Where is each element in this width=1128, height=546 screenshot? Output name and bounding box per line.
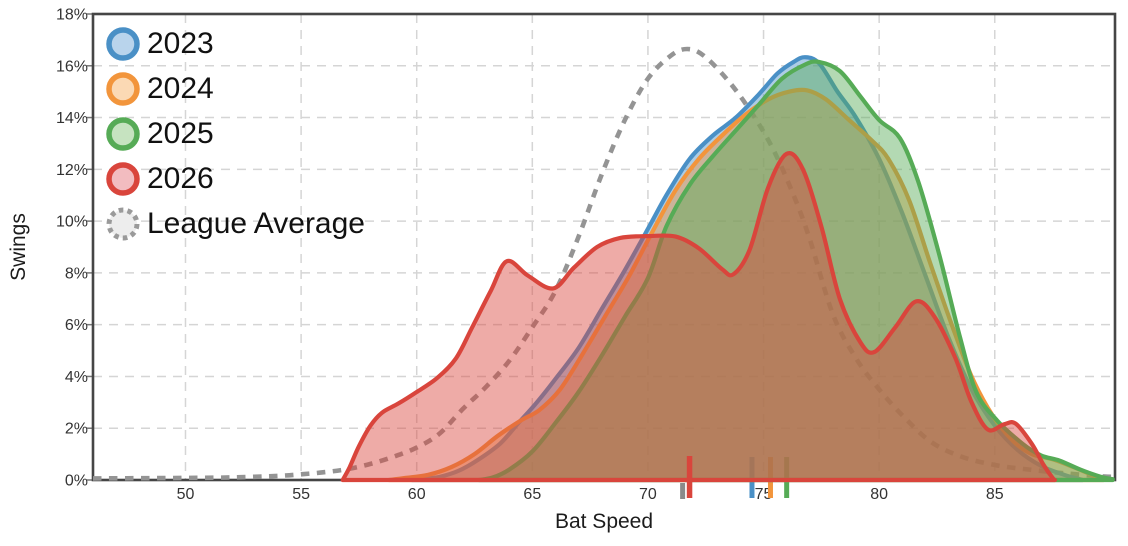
y-tick-label: 14% xyxy=(56,110,88,127)
legend-marker-2026-icon xyxy=(106,161,140,196)
series-2026-area xyxy=(340,151,1057,483)
x-tick-label: 55 xyxy=(292,486,310,503)
y-tick-label: 18% xyxy=(56,7,88,24)
y-tick-label: 2% xyxy=(65,421,88,438)
legend-marker-2024-icon xyxy=(106,71,140,106)
series-2023-area xyxy=(410,55,1085,483)
x-axis-title: Bat Speed xyxy=(555,510,653,533)
legend-item-2024[interactable]: 2024 xyxy=(104,66,365,111)
series-2025-area xyxy=(477,59,1115,483)
legend-label-2025: 2025 xyxy=(147,116,214,150)
x-tick-label: 60 xyxy=(408,486,426,503)
y-tick-label: 10% xyxy=(56,214,88,231)
x-tick-label: 80 xyxy=(870,486,888,503)
x-tick-label: 85 xyxy=(986,486,1004,503)
x-tick-label: 70 xyxy=(639,486,657,503)
legend-marker-2025-icon xyxy=(106,116,140,151)
legend-item-league-average[interactable]: League Average xyxy=(104,201,365,246)
legend-marker-league-average-icon xyxy=(106,207,140,240)
y-tick-label: 0% xyxy=(65,473,88,490)
chart-legend: 2023 2024 2025 2026 League Average xyxy=(104,21,365,246)
legend-item-2025[interactable]: 2025 xyxy=(104,111,365,156)
legend-label-2023: 2023 xyxy=(147,26,214,60)
x-tick-label: 65 xyxy=(523,486,541,503)
legend-label-2024: 2024 xyxy=(147,71,214,105)
y-tick-label: 4% xyxy=(65,369,88,386)
y-tick-label: 6% xyxy=(65,317,88,334)
legend-item-2023[interactable]: 2023 xyxy=(104,21,365,66)
y-tick-label: 8% xyxy=(65,265,88,282)
series-2024-area xyxy=(386,87,1106,483)
legend-label-league-average: League Average xyxy=(147,206,365,240)
legend-marker-2023-icon xyxy=(106,26,140,61)
y-axis-title: Swings xyxy=(7,213,30,281)
y-tick-label: 12% xyxy=(56,162,88,179)
legend-item-2026[interactable]: 2026 xyxy=(104,156,365,201)
legend-label-2026: 2026 xyxy=(147,161,214,195)
y-tick-label: 16% xyxy=(56,58,88,75)
x-tick-label: 50 xyxy=(177,486,195,503)
series-league-average-line xyxy=(92,46,1113,481)
